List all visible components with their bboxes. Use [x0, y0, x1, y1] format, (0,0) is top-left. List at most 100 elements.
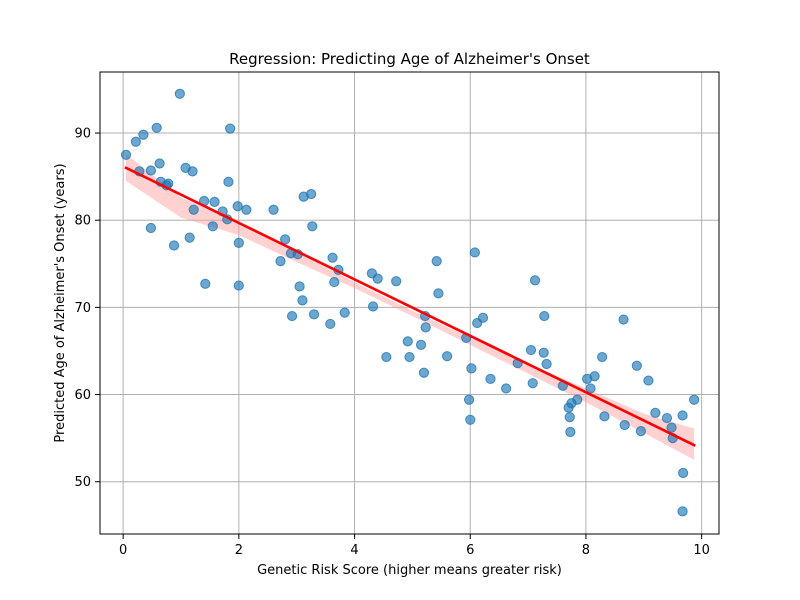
scatter-point	[689, 394, 700, 405]
plot-frame	[99, 71, 720, 535]
y-axis-ticks: 50 60 70 80 90	[74, 127, 100, 490]
scatter-point	[420, 322, 431, 333]
x-axis-label: Genetic Risk Score (higher means greater…	[257, 563, 562, 578]
scatter-point	[619, 419, 630, 431]
x-axis-ticks: 0 2 4 6 8 10	[119, 534, 710, 558]
scatter-point	[294, 281, 305, 292]
x-tick-label: 0	[119, 543, 127, 558]
scatter-point	[138, 129, 149, 140]
scatter-point	[599, 411, 610, 422]
scatter-point	[466, 363, 477, 374]
scatter-point	[130, 136, 141, 147]
scatter-point	[539, 310, 550, 322]
scatter-point	[145, 165, 157, 176]
scatter-point	[241, 204, 252, 215]
scatter-point	[268, 204, 279, 215]
scatter-point	[565, 426, 576, 438]
scatter-point	[463, 394, 475, 405]
scatter-point	[329, 276, 340, 288]
scatter-point	[635, 426, 647, 437]
scatter-point	[308, 309, 320, 320]
scatter-point	[280, 234, 291, 245]
scatter-point	[306, 188, 317, 200]
scatter-point	[145, 222, 157, 234]
scatter-point	[232, 201, 243, 212]
scatter-point	[404, 351, 415, 363]
scatter-point	[572, 394, 583, 405]
scatter-point	[233, 237, 244, 248]
scatter-point	[597, 351, 608, 363]
scatter-points	[120, 88, 700, 517]
scatter-point	[391, 276, 402, 287]
scatter-point	[643, 375, 654, 386]
scatter-point	[307, 221, 318, 232]
scatter-point	[618, 314, 629, 325]
y-axis-label: Predicted Age of Alzheimer's Onset (year…	[53, 163, 68, 442]
regression-line-group	[124, 166, 696, 447]
scatter-point	[225, 123, 236, 134]
scatter-point	[418, 367, 430, 378]
scatter-point	[589, 371, 600, 382]
scatter-point	[275, 256, 286, 267]
grid	[100, 72, 719, 534]
scatter-point	[666, 422, 677, 433]
scatter-point	[207, 221, 218, 232]
scatter-point	[541, 358, 552, 370]
confidence-band-group	[126, 153, 695, 460]
scatter-point	[367, 301, 379, 312]
scatter-point	[433, 288, 444, 299]
y-tick-label: 50	[74, 475, 91, 490]
y-tick-label: 60	[74, 388, 91, 403]
chart-title: Regression: Predicting Age of Alzheimer'…	[229, 50, 590, 68]
y-tick-label: 80	[74, 214, 91, 229]
scatter-point	[415, 339, 427, 350]
scatter-point	[381, 351, 392, 363]
scatter-point	[485, 373, 496, 384]
scatter-point	[469, 247, 480, 258]
scatter-point	[325, 318, 336, 330]
scatter-point	[465, 414, 476, 425]
scatter-point	[442, 351, 453, 362]
x-tick-label: 10	[693, 543, 710, 558]
x-tick-label: 2	[235, 543, 243, 558]
scatter-point	[431, 256, 442, 267]
scatter-point	[564, 412, 575, 423]
confidence-band	[126, 153, 695, 460]
y-tick-label: 70	[74, 301, 91, 316]
scatter-point	[678, 467, 689, 479]
scatter-point	[631, 360, 642, 371]
scatter-point	[200, 278, 211, 289]
scatter-point	[677, 506, 688, 517]
scatter-point	[184, 232, 195, 243]
scatter-point	[525, 344, 537, 356]
x-tick-label: 6	[466, 543, 474, 558]
scatter-point	[154, 158, 165, 169]
regression-line	[124, 166, 696, 447]
scatter-point	[327, 252, 338, 263]
x-tick-label: 8	[582, 543, 590, 558]
y-tick-label: 90	[74, 127, 91, 142]
x-tick-label: 4	[350, 543, 358, 558]
scatter-point	[151, 122, 162, 133]
scatter-point	[297, 295, 308, 306]
scatter-point	[209, 196, 220, 207]
scatter-point	[188, 204, 199, 215]
scatter-point	[339, 307, 350, 318]
scatter-point	[372, 273, 383, 284]
scatter-point	[585, 383, 596, 394]
scatter-point	[233, 280, 244, 291]
scatter-point	[286, 310, 298, 322]
scatter-point	[174, 88, 185, 99]
scatter-point	[168, 240, 180, 251]
scatter-point	[677, 410, 688, 421]
scatter-point	[527, 378, 538, 389]
scatter-point	[120, 149, 132, 160]
scatter-point	[650, 407, 661, 418]
scatter-point	[501, 383, 512, 394]
scatter-point	[187, 166, 198, 177]
scatter-point	[223, 176, 234, 187]
scatter-point	[402, 336, 413, 347]
scatter-point	[477, 312, 489, 323]
scatter-point	[538, 347, 549, 358]
